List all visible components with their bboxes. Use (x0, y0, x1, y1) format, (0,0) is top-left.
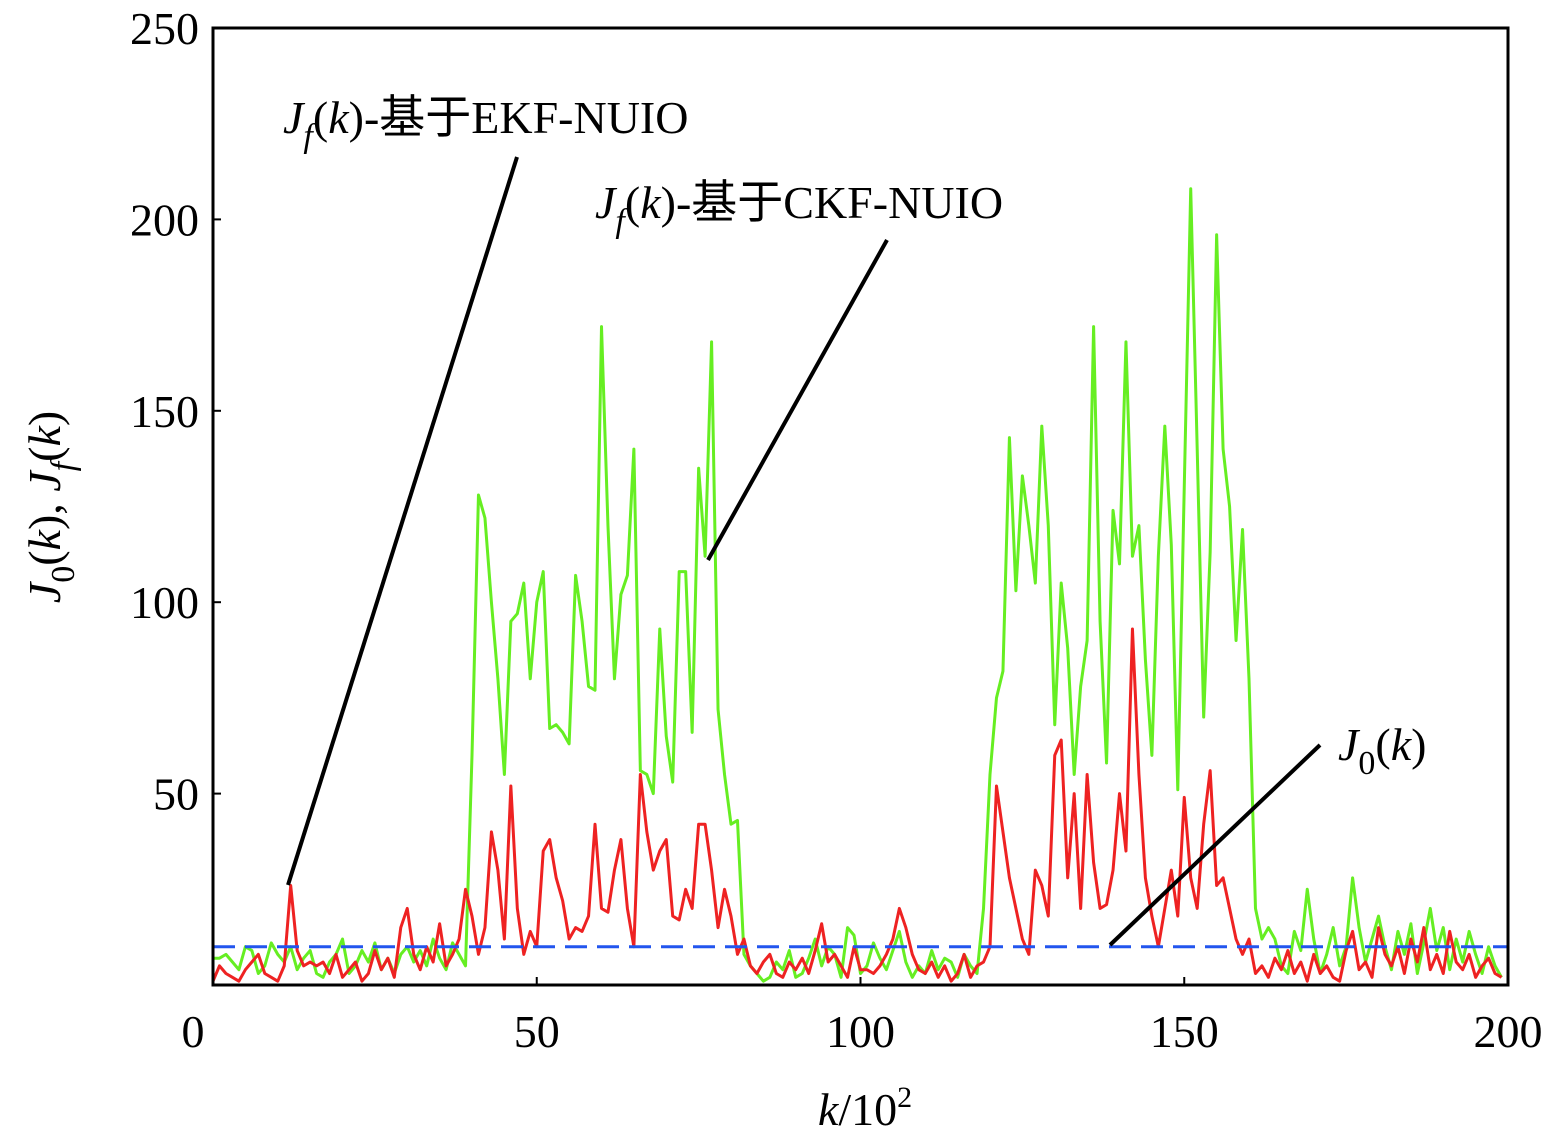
x-tick-label: 100 (826, 1006, 895, 1057)
y-axis-label: J0(k), Jf(k) (19, 411, 82, 603)
label-part: J (595, 177, 618, 228)
x-tick-label: 50 (514, 1006, 560, 1057)
annotation: Jf(k)-基于EKF-NUIO (283, 92, 688, 155)
leader-line (706, 239, 889, 561)
leader-line (286, 156, 519, 886)
label-part: 0 (1358, 745, 1375, 782)
label-part: J (1338, 719, 1361, 770)
leader-line (1108, 743, 1322, 947)
label-part: 2 (897, 1081, 912, 1114)
label-part: k (19, 425, 70, 447)
y-tick-label: 100 (130, 577, 199, 628)
label-part: ( (1375, 719, 1390, 770)
label-part: ( (313, 92, 328, 143)
x-tick-label: 0 (182, 1006, 205, 1057)
label-part: ) (1411, 719, 1426, 770)
label-part: ( (625, 177, 640, 228)
x-tick-label: 150 (1150, 1006, 1219, 1057)
y-tick-label: 200 (130, 194, 199, 245)
label-part: 0 (45, 566, 82, 583)
label-part: ) (19, 411, 70, 426)
annotation: J0(k) (1338, 719, 1427, 782)
label-part: J (19, 580, 70, 603)
label-part: ( (19, 447, 70, 462)
annotation: Jf(k)-基于CKF-NUIO (595, 177, 1003, 240)
label-part: J (19, 469, 70, 492)
label-part: ), (19, 492, 70, 530)
label-part: k (1391, 719, 1413, 770)
y-tick-label: 250 (130, 3, 199, 54)
label-part: k (640, 177, 662, 228)
label-part: k (19, 528, 70, 550)
label-part: k (818, 1084, 840, 1135)
label-part: ( (19, 550, 70, 565)
series-line (211, 627, 1503, 983)
label-part: )-基于EKF-NUIO (349, 92, 689, 143)
label-part: J (283, 92, 306, 143)
y-tick-label: 50 (153, 769, 199, 820)
plot-frame (211, 26, 1510, 987)
label-part: /10 (838, 1084, 897, 1135)
label-part: )-基于CKF-NUIO (661, 177, 1003, 228)
x-axis-label: k/102 (818, 1081, 912, 1135)
x-tick-label: 200 (1474, 1006, 1543, 1057)
y-tick-label: 150 (130, 386, 199, 437)
label-part: k (328, 92, 350, 143)
